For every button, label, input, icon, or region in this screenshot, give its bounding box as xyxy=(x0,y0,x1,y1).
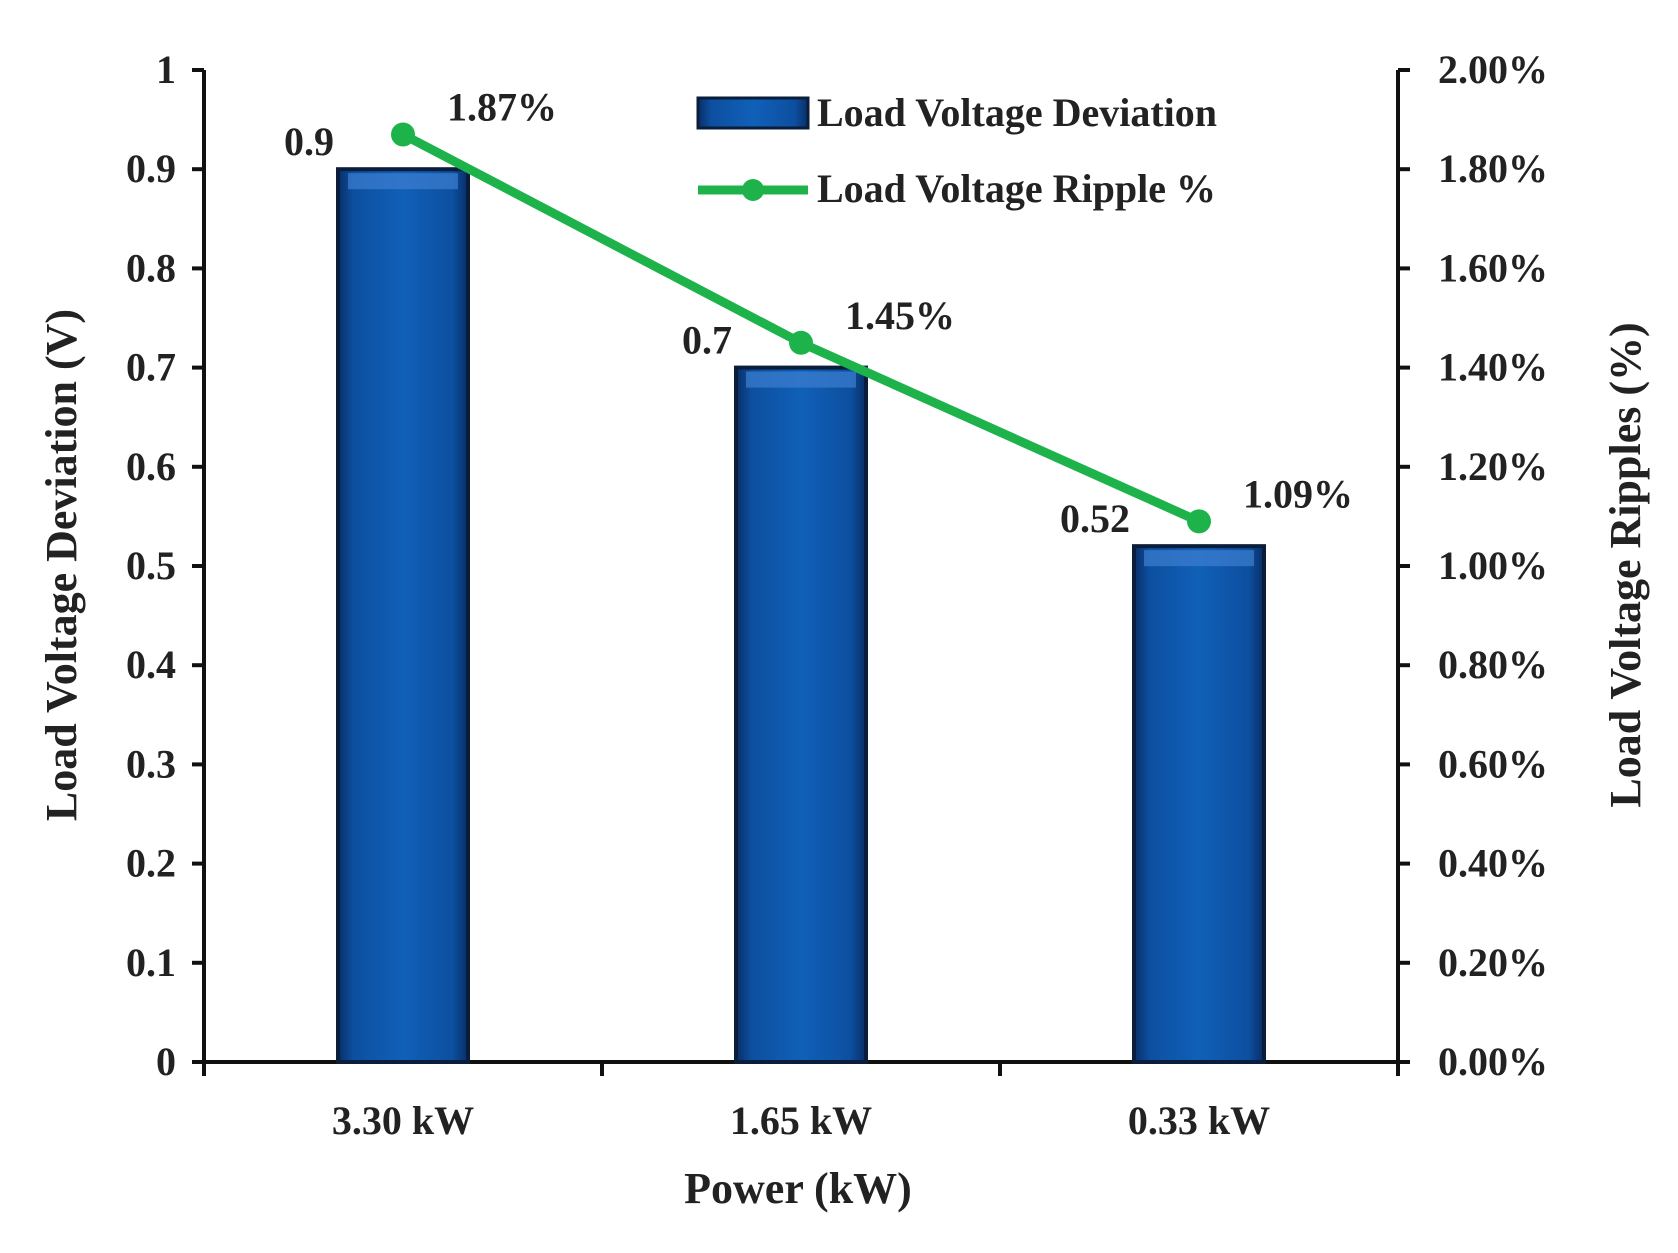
y2-tick-label: 0.20% xyxy=(1438,940,1548,985)
y2-tick-label: 0.60% xyxy=(1438,741,1548,786)
bar-value-label: 0.52 xyxy=(1060,496,1130,541)
ripple-value-label: 1.87% xyxy=(447,84,557,129)
x-tick-label: 0.33 kW xyxy=(1128,1098,1270,1143)
ripple-value-label: 1.45% xyxy=(845,293,955,338)
x-axis-title: Power (kW) xyxy=(684,1164,912,1213)
x-tick-label: 3.30 kW xyxy=(332,1098,474,1143)
y2-tick-label: 1.80% xyxy=(1438,146,1548,191)
y-axis-title: Load Voltage Deviation (V) xyxy=(37,309,86,821)
y-tick-label: 0.6 xyxy=(126,444,176,489)
y-tick-label: 0.3 xyxy=(126,741,176,786)
y-tick-label: 0.2 xyxy=(126,841,176,886)
ripple-value-label: 1.09% xyxy=(1243,471,1353,516)
legend-label-bar: Load Voltage Deviation xyxy=(817,90,1217,135)
y-tick-label: 0.1 xyxy=(126,940,176,985)
bar-highlight xyxy=(1144,550,1254,567)
bar-value-label: 0.7 xyxy=(682,318,732,363)
y2-tick-label: 1.60% xyxy=(1438,245,1548,290)
y2-tick-label: 1.40% xyxy=(1438,345,1548,390)
ripple-point xyxy=(1187,509,1211,534)
y2-tick-label: 0.40% xyxy=(1438,841,1548,886)
plot-area: 0 0.1 0.2 0.3 0.4 0.5 0.6 0.7 0.8 0.9 1 0.00% 0.20% 0… xyxy=(126,47,1548,1143)
bar-value-label: 0.9 xyxy=(284,119,334,164)
x-tick-label: 1.65 kW xyxy=(730,1098,872,1143)
bar xyxy=(1132,544,1266,1064)
y2-axis-title: Load Voltage Ripples (%) xyxy=(1601,322,1650,807)
y-tick-label: 0.5 xyxy=(126,543,176,588)
legend-label-line: Load Voltage Ripple % xyxy=(817,166,1216,211)
legend-swatch-marker xyxy=(742,179,764,201)
bar xyxy=(336,167,470,1064)
ripple-point xyxy=(789,330,813,355)
bar-highlight xyxy=(746,371,856,388)
y2-tick-label: 2.00% xyxy=(1438,47,1548,92)
y-tick-label: 0.8 xyxy=(126,245,176,290)
y-tick-label: 0 xyxy=(156,1039,176,1084)
y-tick-label: 0.7 xyxy=(126,345,176,390)
y-tick-label: 0.4 xyxy=(126,642,176,687)
y2-tick-label: 0.80% xyxy=(1438,642,1548,687)
y2-tick-label: 0.00% xyxy=(1438,1039,1548,1084)
y-tick-label: 0.9 xyxy=(126,146,176,191)
legend-swatch-bar xyxy=(696,96,810,130)
y2-tick-label: 1.00% xyxy=(1438,543,1548,588)
bar-highlight xyxy=(348,173,458,190)
bar xyxy=(734,365,868,1065)
legend: Load Voltage Deviation Load Voltage Ripp… xyxy=(696,90,1217,211)
ripple-point xyxy=(391,122,415,147)
y2-tick-label: 1.20% xyxy=(1438,444,1548,489)
y-tick-label: 1 xyxy=(156,47,176,92)
